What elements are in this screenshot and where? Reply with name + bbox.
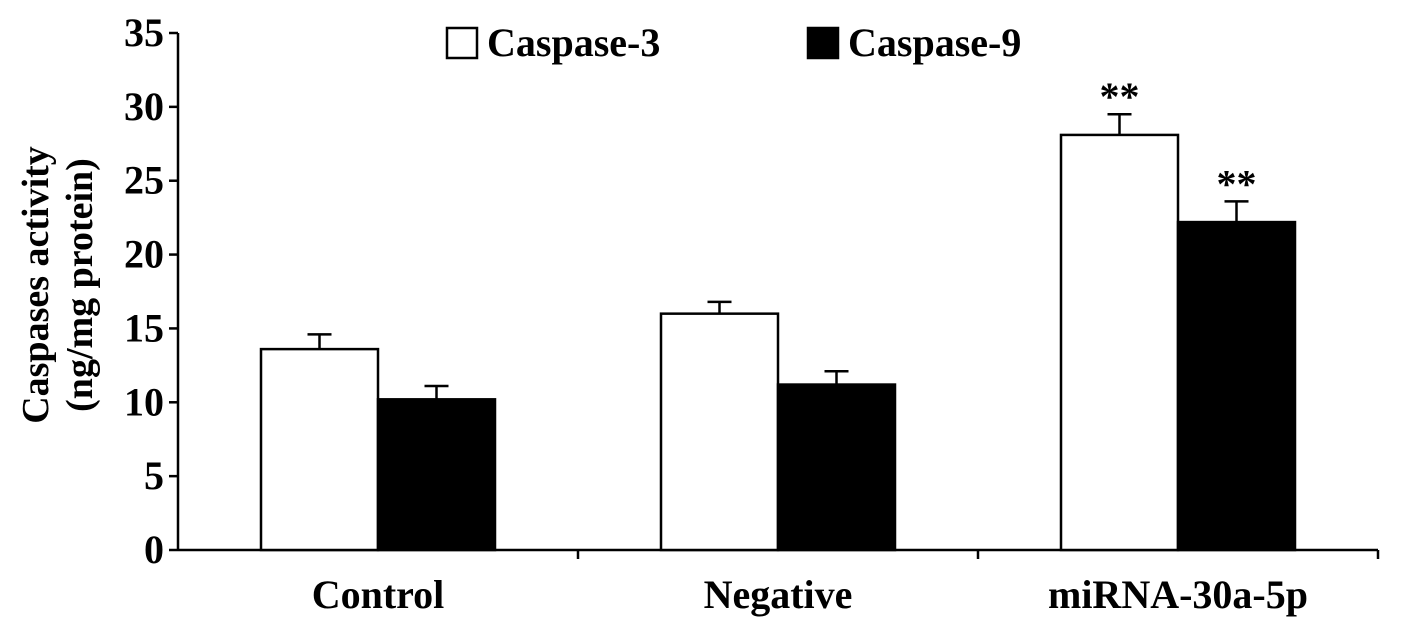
y-axis-title-line2: (ng/mg protein) xyxy=(59,158,101,412)
legend-label-caspase-9: Caspase-9 xyxy=(848,20,1021,65)
bar-caspase-3 xyxy=(1059,133,1180,552)
significance-label: ** xyxy=(1217,161,1257,206)
y-tick-label: 35 xyxy=(124,10,164,55)
legend-swatch-caspase-3 xyxy=(445,26,479,60)
significance-annotations: ** ** xyxy=(1100,74,1257,206)
significance-label: ** xyxy=(1100,74,1140,119)
x-axis: Control Negative miRNA-30a-5p xyxy=(178,548,1380,617)
bars xyxy=(259,112,1297,552)
bar-caspase-3 xyxy=(259,347,380,552)
bar-caspase-9 xyxy=(1176,220,1297,552)
y-tick-label: 10 xyxy=(124,379,164,424)
legend-swatch-caspase-9 xyxy=(806,26,840,60)
y-tick-label: 25 xyxy=(124,158,164,203)
x-category-label: Negative xyxy=(704,572,853,617)
y-axis-title-line1: Caspases activity xyxy=(15,146,57,424)
y-tick-label: 0 xyxy=(144,527,164,572)
y-tick-label: 20 xyxy=(124,232,164,277)
y-axis-title: Caspases activity (ng/mg protein) xyxy=(15,146,101,424)
x-category-label: miRNA-30a-5p xyxy=(1048,572,1308,617)
bar-caspase-9 xyxy=(376,398,497,552)
y-axis: 0 5 10 15 20 25 30 35 xyxy=(124,10,180,572)
bar-caspase-9 xyxy=(776,383,897,552)
y-tick-label: 15 xyxy=(124,305,164,350)
legend: Caspase-3 Caspase-9 xyxy=(445,20,1021,65)
bar-caspase-3 xyxy=(659,312,780,552)
y-tick-label: 5 xyxy=(144,453,164,498)
x-category-label: Control xyxy=(312,572,445,617)
legend-label-caspase-3: Caspase-3 xyxy=(487,20,660,65)
y-tick-label: 30 xyxy=(124,84,164,129)
